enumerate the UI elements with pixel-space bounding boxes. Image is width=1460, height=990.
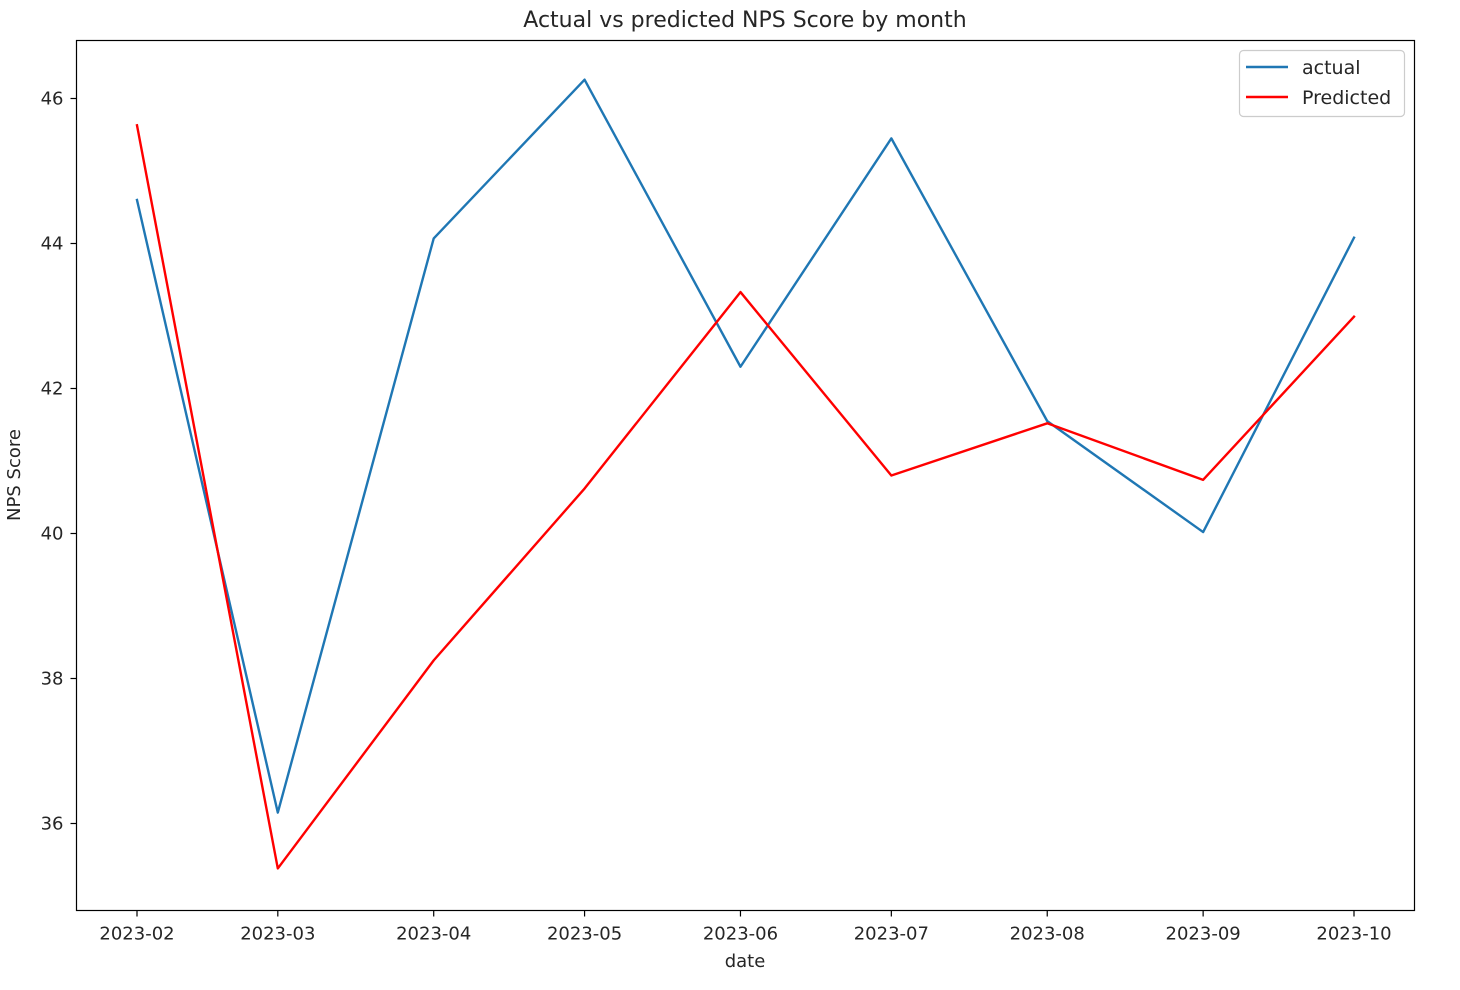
series-line-actual (135, 78, 1356, 814)
y-tick-label: 36 (41, 814, 64, 835)
x-tick-label: 2023-10 (1316, 924, 1391, 945)
legend: actual Predicted (1238, 49, 1406, 118)
x-tick-label: 2023-07 (854, 924, 929, 945)
x-axis-label: date (725, 951, 766, 972)
y-axis: 36 38 40 42 44 46 (41, 89, 77, 835)
x-tick-label: 2023-04 (396, 924, 471, 945)
plot-frame (75, 39, 1416, 912)
x-tick-label: 2023-06 (703, 924, 778, 945)
y-tick-label: 42 (41, 379, 64, 400)
legend-label-predicted: Predicted (1302, 87, 1391, 109)
y-tick-label: 46 (41, 89, 64, 110)
plot-lines (135, 78, 1356, 870)
x-tick-label: 2023-08 (1010, 924, 1085, 945)
legend-label-actual: actual (1302, 57, 1361, 79)
y-axis-label: NPS Score (4, 429, 25, 521)
y-tick-label: 44 (41, 234, 64, 255)
x-tick-label: 2023-02 (99, 924, 174, 945)
x-tick-label: 2023-05 (547, 924, 622, 945)
x-tick-label: 2023-03 (240, 924, 315, 945)
chart-title: Actual vs predicted NPS Score by month (523, 8, 966, 33)
y-tick-label: 40 (41, 524, 64, 545)
x-tick-label: 2023-09 (1166, 924, 1241, 945)
y-tick-label: 38 (41, 669, 64, 690)
x-axis: 2023-02 2023-03 2023-04 2023-05 2023-06 2023-… (99, 910, 1392, 945)
series-line-predicted (135, 123, 1356, 870)
